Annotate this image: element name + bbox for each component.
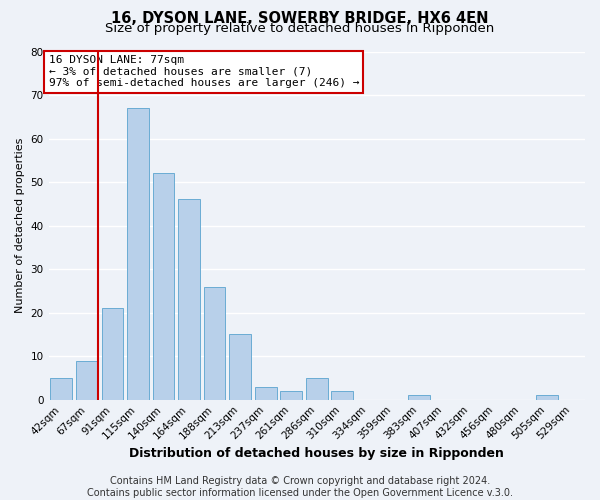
Bar: [101, 308, 123, 400]
Bar: [255, 386, 277, 400]
Text: 16, DYSON LANE, SOWERBY BRIDGE, HX6 4EN: 16, DYSON LANE, SOWERBY BRIDGE, HX6 4EN: [111, 11, 489, 26]
Bar: [229, 334, 251, 400]
Y-axis label: Number of detached properties: Number of detached properties: [15, 138, 25, 314]
Bar: [76, 360, 98, 400]
Bar: [536, 396, 557, 400]
Bar: [50, 378, 72, 400]
Bar: [331, 391, 353, 400]
Text: Contains HM Land Registry data © Crown copyright and database right 2024.
Contai: Contains HM Land Registry data © Crown c…: [87, 476, 513, 498]
Bar: [280, 391, 302, 400]
Bar: [152, 174, 175, 400]
Bar: [127, 108, 149, 400]
Bar: [178, 200, 200, 400]
Text: Size of property relative to detached houses in Ripponden: Size of property relative to detached ho…: [106, 22, 494, 35]
X-axis label: Distribution of detached houses by size in Ripponden: Distribution of detached houses by size …: [130, 447, 504, 460]
Text: 16 DYSON LANE: 77sqm
← 3% of detached houses are smaller (7)
97% of semi-detache: 16 DYSON LANE: 77sqm ← 3% of detached ho…: [49, 55, 359, 88]
Bar: [306, 378, 328, 400]
Bar: [204, 286, 226, 400]
Bar: [408, 396, 430, 400]
